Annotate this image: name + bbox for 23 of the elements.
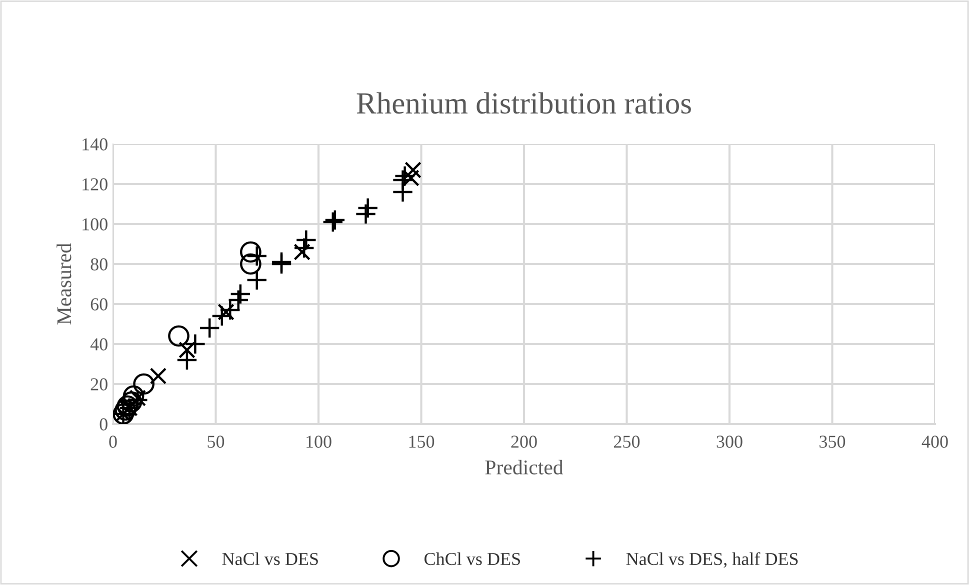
x-tick-label: 0 [109,436,117,448]
chart-title: Rhenium distribution ratios [356,92,691,114]
x-tick-label: 250 [614,436,640,448]
y-tick-label: 0 [100,418,108,430]
y-tick-label: 60 [90,298,108,310]
y-tick-label: 80 [90,258,108,270]
x-tick-label: 100 [306,436,332,448]
y-tick-label: 20 [90,378,108,390]
x-tick-label: 200 [511,436,537,448]
legend-label: ChCl vs DES [424,552,520,566]
x-tick-label: 400 [922,436,948,448]
x-tick-label: 300 [716,436,742,448]
x-tick-label: 50 [208,436,224,448]
x-axis-title: Predicted [485,460,564,474]
y-tick-label: 140 [82,138,108,150]
y-tick-label: 100 [82,218,108,230]
x-tick-label: 350 [820,436,846,448]
legend-label: NaCl vs DES [222,552,318,566]
y-axis-title: Measured [56,243,72,324]
legend-label: NaCl vs DES, half DES [626,552,798,568]
y-tick-label: 120 [82,178,108,190]
x-tick-label: 150 [409,436,434,448]
y-tick-label: 40 [90,338,108,350]
